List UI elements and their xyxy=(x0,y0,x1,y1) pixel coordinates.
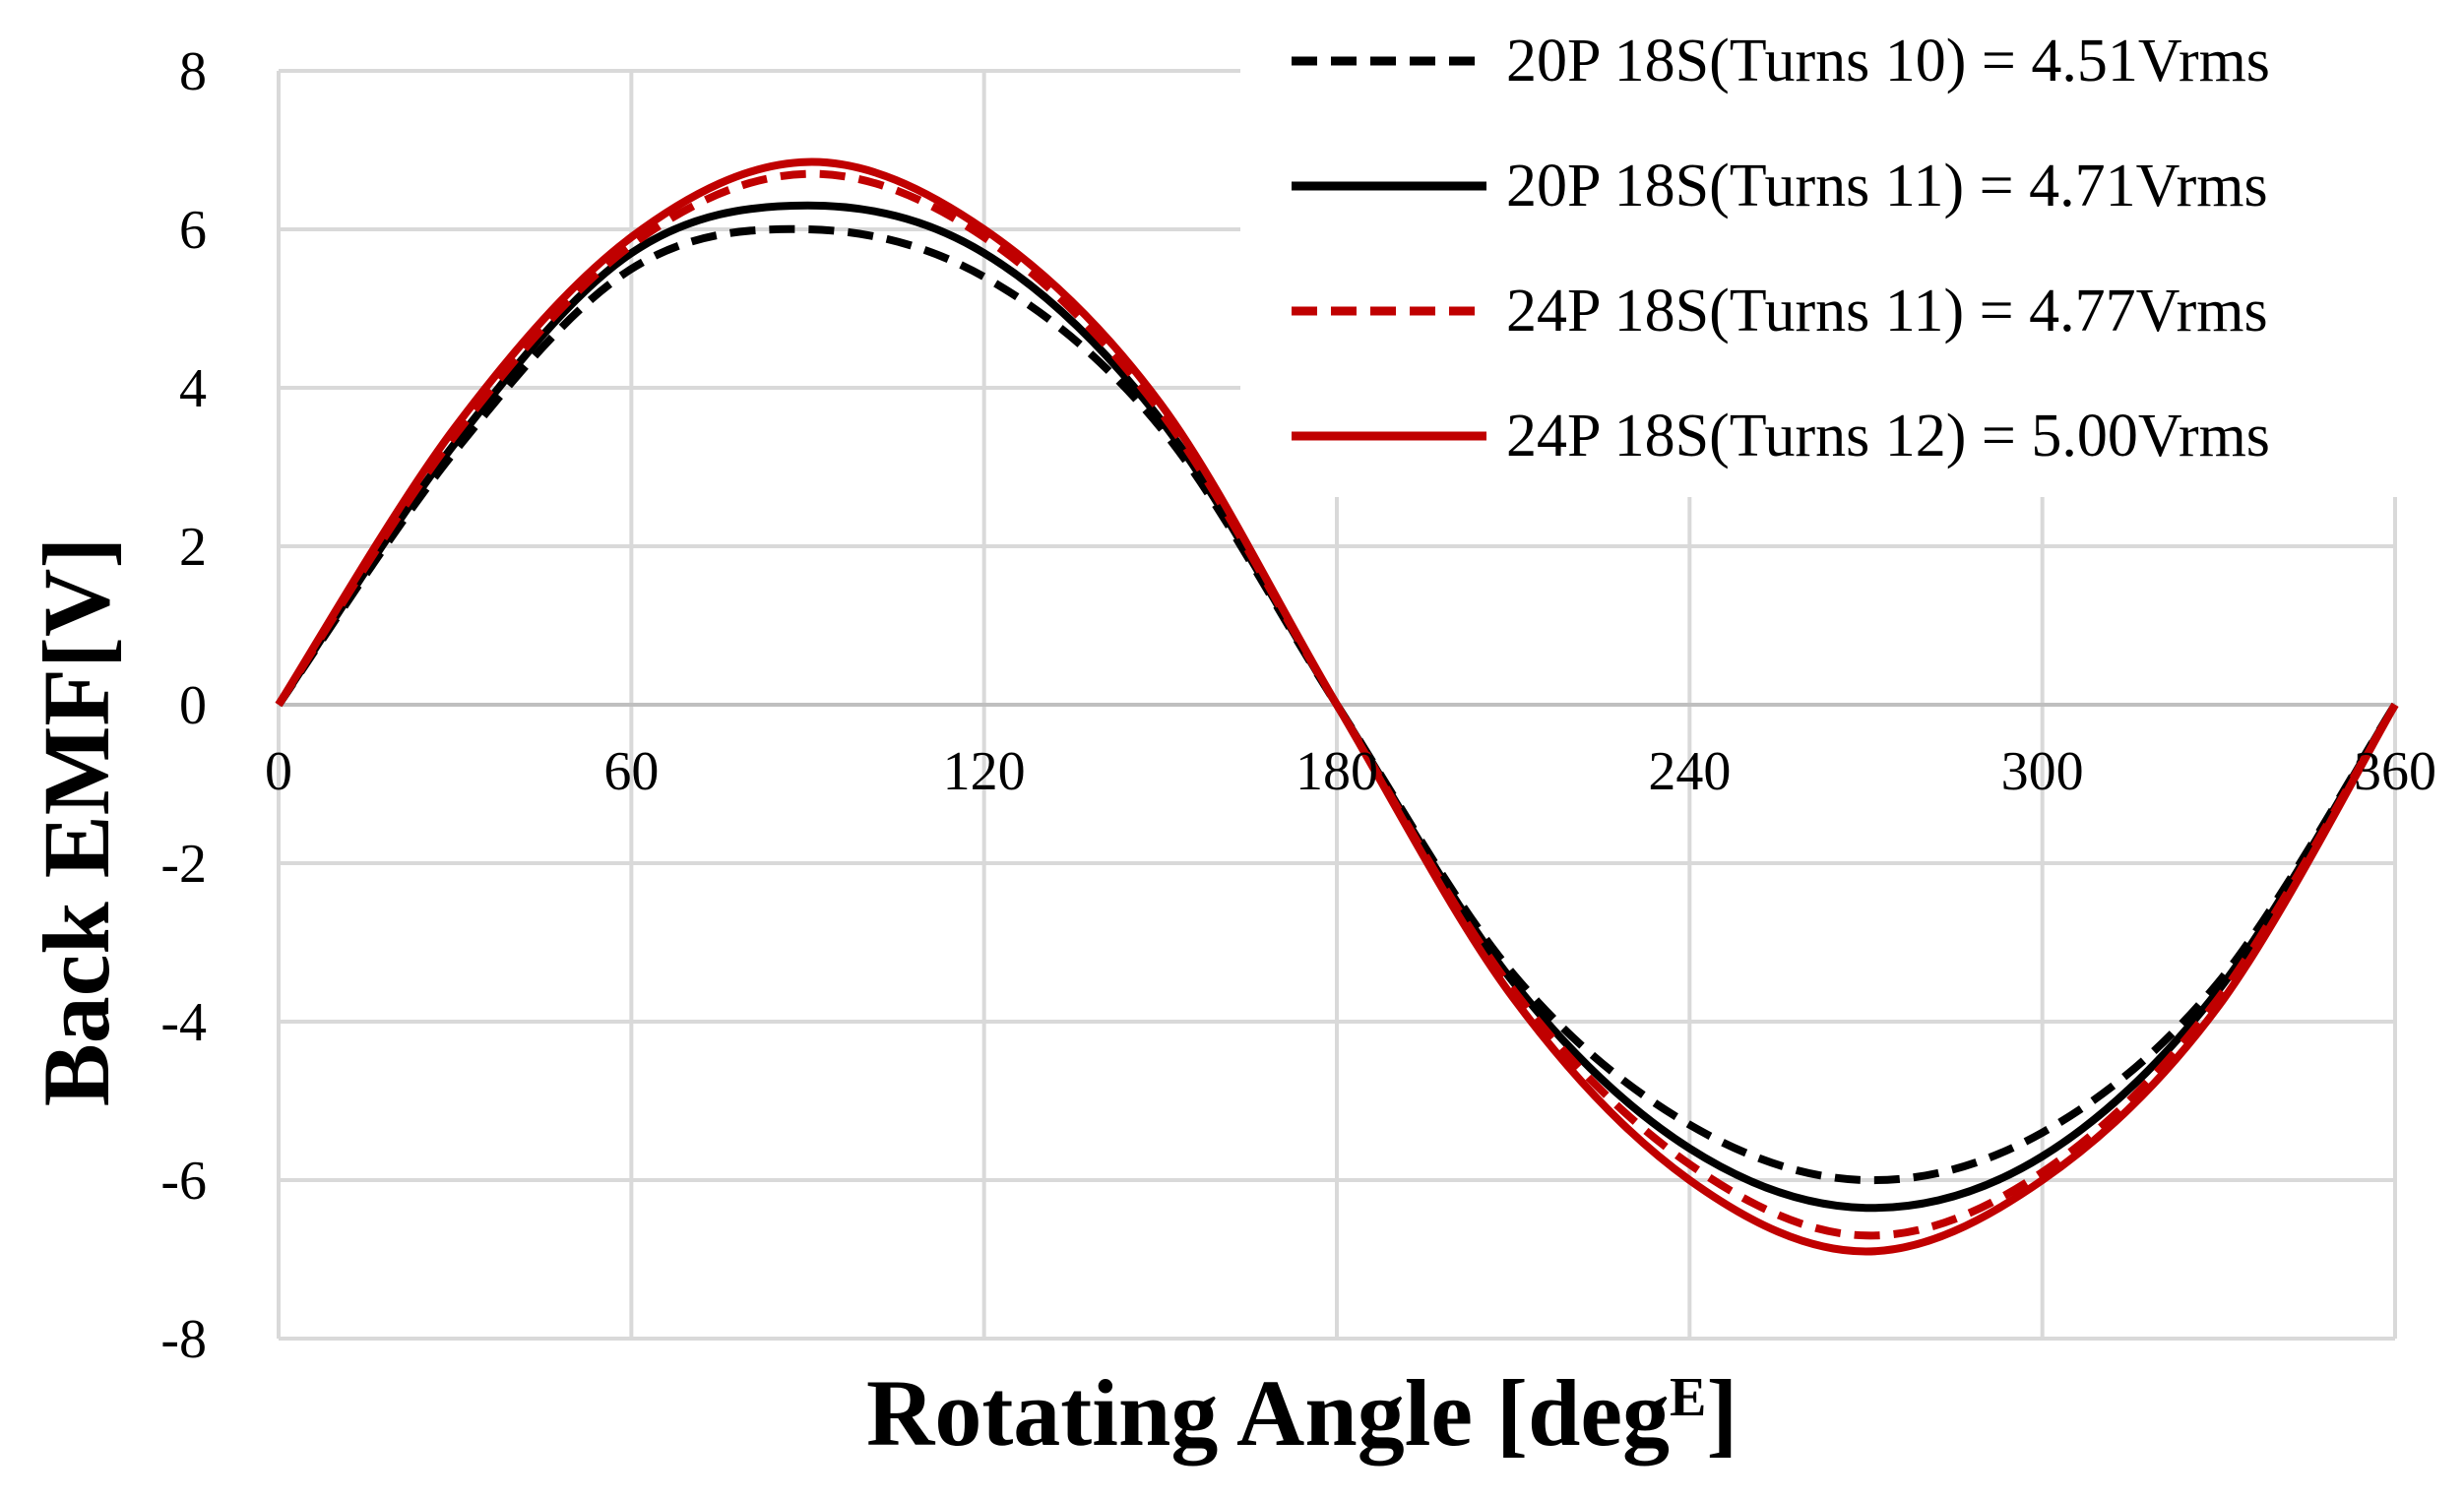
legend-label-1: 20P 18S(Turns 11) = 4.71Vrms xyxy=(1506,153,2268,219)
y-tick-label: -8 xyxy=(160,1309,207,1370)
x-axis-title-superscript: E xyxy=(1670,1367,1706,1428)
y-tick-label: 6 xyxy=(179,200,207,261)
legend: 20P 18S(Turns 10) = 4.51Vrms 20P 18S(Turn… xyxy=(1240,0,2464,497)
x-tick-label: 360 xyxy=(2354,741,2436,802)
x-tick-label: 0 xyxy=(265,741,292,802)
x-axis-title: Rotating Angle [degE] xyxy=(866,1360,1737,1466)
x-tick-label: 300 xyxy=(2001,741,2084,802)
x-tick-label: 180 xyxy=(1295,741,1378,802)
y-axis-title: Back EMF[V] xyxy=(24,537,129,1107)
legend-label-0: 20P 18S(Turns 10) = 4.51Vrms xyxy=(1506,28,2270,94)
x-tick-label: 60 xyxy=(603,741,659,802)
y-tick-label: 8 xyxy=(179,41,207,102)
x-axis-title-main: Rotating Angle [deg xyxy=(866,1360,1670,1466)
y-tick-label: -6 xyxy=(160,1151,207,1212)
legend-label-2: 24P 18S(Turns 11) = 4.77Vrms xyxy=(1506,278,2268,344)
y-tick-label: -2 xyxy=(160,834,207,895)
series-line-3 xyxy=(275,157,2399,1256)
data-series xyxy=(275,157,2399,1256)
y-tick-label: -4 xyxy=(160,992,207,1053)
x-tick-labels: 0 60 120 180 240 300 360 xyxy=(265,741,2436,802)
y-tick-label: 0 xyxy=(179,675,207,736)
y-tick-labels: 8 6 4 2 0 -2 -4 -6 -8 xyxy=(160,41,207,1370)
x-tick-label: 120 xyxy=(943,741,1026,802)
y-tick-label: 4 xyxy=(179,358,207,419)
legend-background xyxy=(1240,0,2464,497)
y-tick-label: 2 xyxy=(179,517,207,578)
legend-label-3: 24P 18S(Turns 12) = 5.00Vrms xyxy=(1506,403,2270,469)
x-tick-label: 240 xyxy=(1648,741,1731,802)
x-axis-title-close: ] xyxy=(1706,1360,1737,1466)
